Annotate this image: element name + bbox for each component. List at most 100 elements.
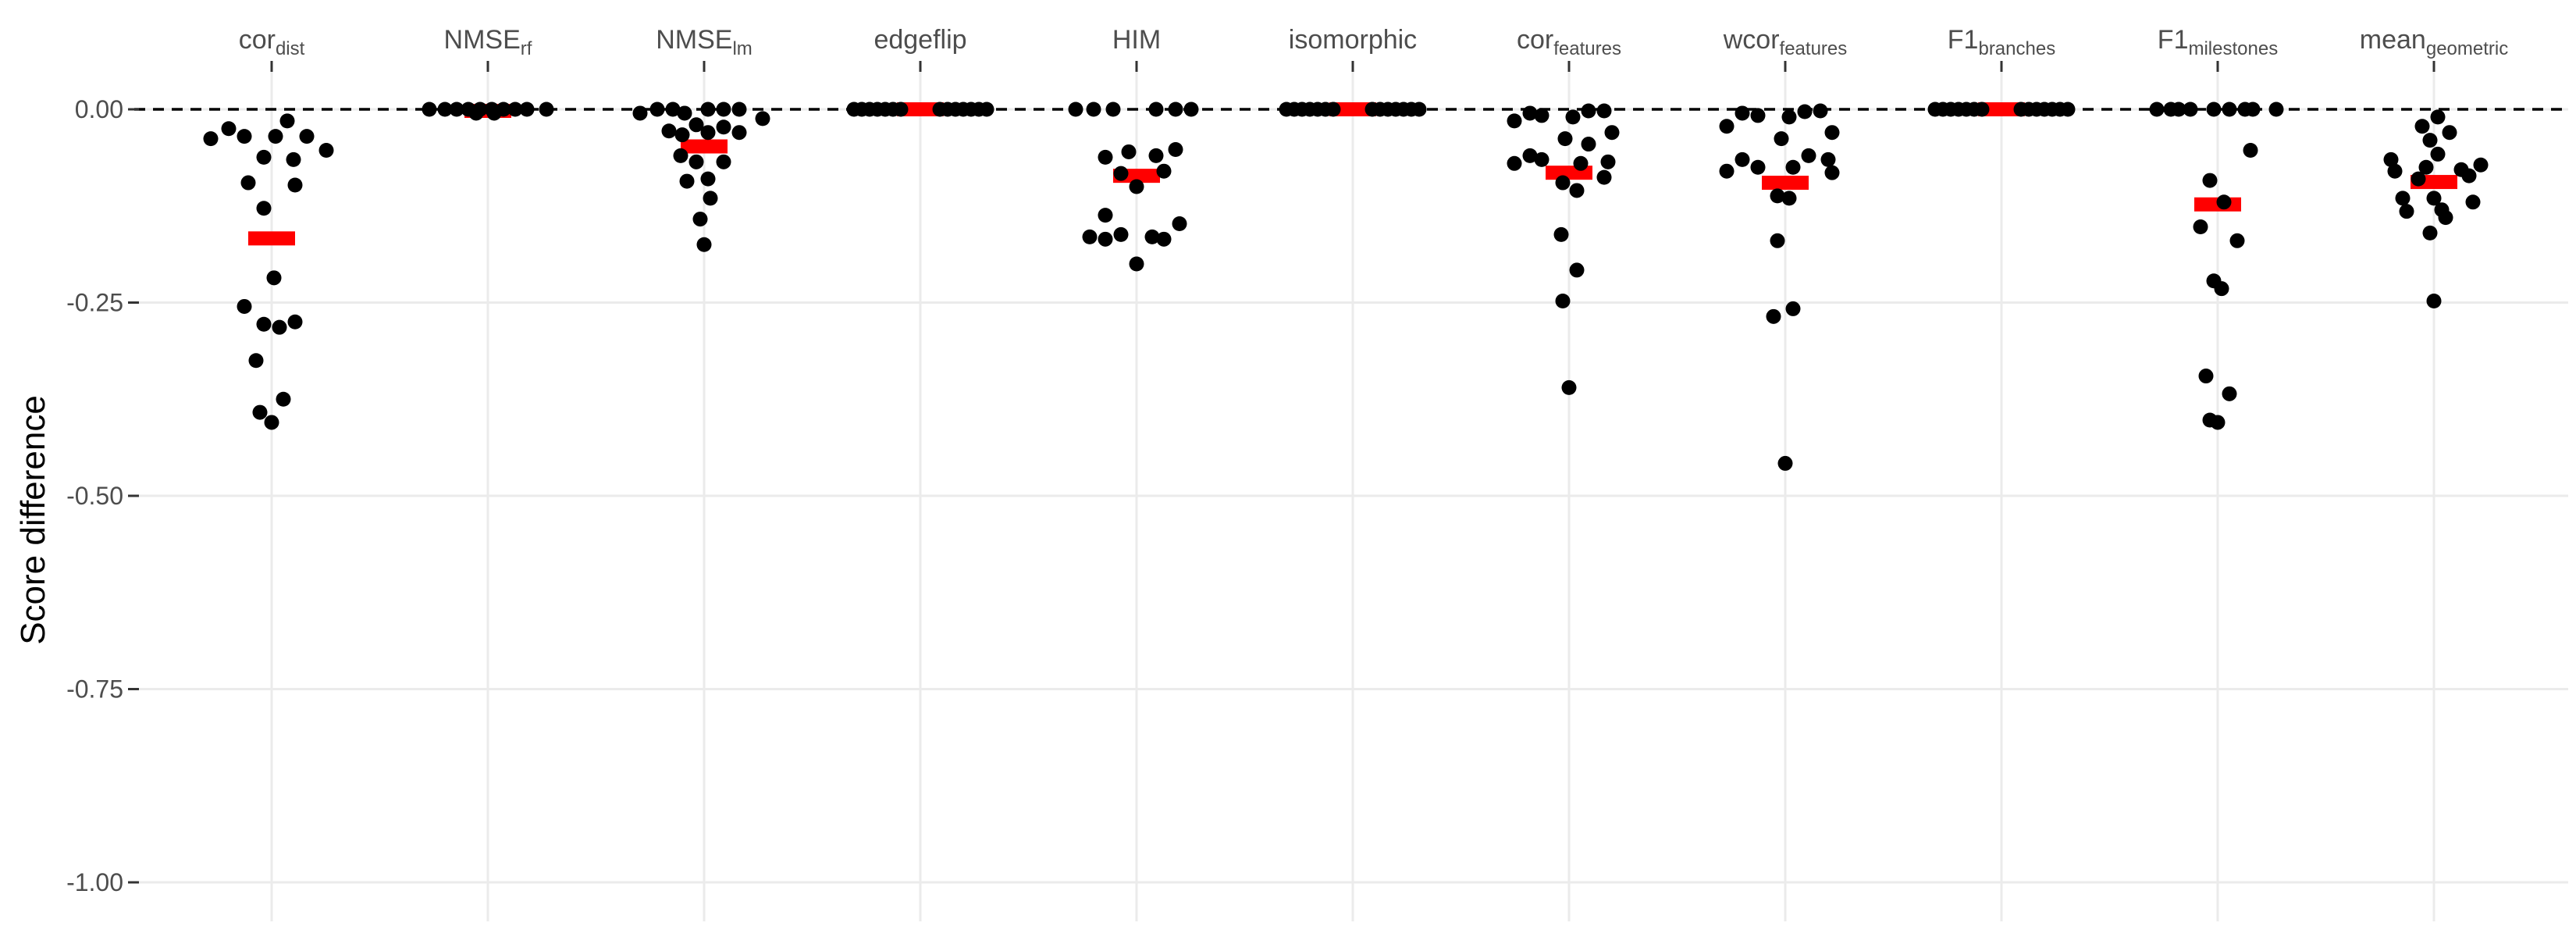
data-point (507, 102, 523, 117)
data-point (1168, 102, 1183, 117)
category-label: corfeatures (1517, 25, 1621, 59)
data-point (1573, 155, 1589, 171)
data-point (240, 175, 256, 191)
y-axis-title: Score difference (14, 395, 52, 645)
data-point (2243, 142, 2258, 158)
data-point (1121, 144, 1137, 159)
data-point (1098, 208, 1113, 223)
data-point (287, 177, 303, 193)
category-label: HIM (1112, 25, 1161, 55)
data-point (1581, 103, 1596, 119)
x-axis-top: cordist NMSErf NMSElm edgeflip HIM isomorphic… (239, 25, 2508, 72)
data-point (2060, 102, 2076, 117)
data-point (696, 237, 712, 252)
data-point (1581, 137, 1596, 152)
data-point (1785, 159, 1801, 175)
data-point (716, 154, 731, 169)
data-point (2387, 163, 2403, 179)
data-point (661, 123, 677, 139)
category-label: meangeometric (2360, 25, 2508, 59)
data-point (2430, 109, 2446, 125)
data-point (2438, 210, 2453, 226)
data-point (287, 314, 303, 330)
data-point (256, 316, 272, 332)
mean-marker (897, 102, 944, 116)
data-point (1820, 151, 1836, 167)
data-point (2430, 146, 2446, 162)
data-point (486, 105, 502, 121)
data-point (276, 391, 291, 407)
mean-markers (248, 102, 2457, 246)
data-point (1781, 109, 1797, 125)
data-point (1766, 308, 1781, 324)
data-point (1604, 125, 1620, 141)
category-label: F1milestones (2158, 25, 2278, 59)
data-point (252, 404, 268, 420)
data-point (731, 102, 747, 117)
category-label: NMSErf (444, 25, 532, 59)
data-point (2268, 102, 2284, 117)
category-label: edgeflip (873, 25, 966, 55)
data-point (539, 102, 554, 117)
data-point (1557, 131, 1573, 147)
data-point (1974, 102, 1990, 117)
data-point (674, 127, 690, 143)
data-point (688, 154, 704, 169)
data-point (2206, 102, 2222, 117)
data-point (688, 117, 704, 133)
data-point (299, 129, 315, 144)
data-point (237, 129, 252, 144)
data-point (1750, 159, 1766, 175)
data-point (1183, 102, 1199, 117)
data-point (1735, 151, 1750, 167)
category-label: wcorfeatures (1723, 25, 1848, 59)
data-point (1148, 102, 1164, 117)
mean-marker (1762, 176, 1809, 191)
y-tick-label: -1.00 (66, 868, 123, 896)
mean-marker (248, 231, 295, 246)
data-point (1113, 226, 1129, 242)
grid-lines (134, 62, 2568, 921)
data-point (2422, 225, 2438, 240)
data-point (1770, 188, 1785, 204)
data-point (1156, 163, 1172, 179)
y-tick-label: -0.25 (66, 289, 123, 317)
data-point (318, 142, 334, 158)
data-point (2202, 173, 2218, 188)
data-point (1750, 108, 1766, 123)
data-point (1144, 229, 1160, 244)
data-point (256, 201, 272, 216)
data-point (1553, 226, 1569, 242)
data-point (1777, 455, 1793, 471)
data-point (237, 298, 252, 314)
y-tick-label: 0.00 (75, 95, 123, 123)
data-point (1534, 108, 1550, 123)
data-point (716, 119, 731, 135)
data-point (673, 148, 688, 163)
data-point (279, 113, 295, 129)
data-point (1596, 103, 1612, 119)
data-point (1735, 105, 1750, 121)
data-point (665, 102, 681, 117)
data-point (2442, 125, 2457, 141)
data-point (2149, 102, 2165, 117)
data-point (2426, 191, 2442, 206)
data-point (1082, 229, 1098, 244)
data-point (1507, 155, 1522, 171)
data-point (1770, 233, 1785, 248)
data-point (1600, 154, 1616, 169)
data-point (1534, 151, 1550, 167)
data-point (1156, 231, 1172, 247)
data-point (2193, 219, 2208, 234)
data-point (2214, 281, 2229, 297)
data-point (1565, 109, 1581, 125)
data-point (2465, 194, 2481, 210)
data-point (2222, 102, 2237, 117)
data-point (2383, 151, 2399, 167)
data-point (1068, 102, 1083, 117)
data-point (1098, 231, 1113, 247)
data-point (2198, 369, 2214, 384)
data-point (1569, 262, 1585, 278)
data-point (449, 102, 464, 117)
data-point (1719, 119, 1735, 134)
